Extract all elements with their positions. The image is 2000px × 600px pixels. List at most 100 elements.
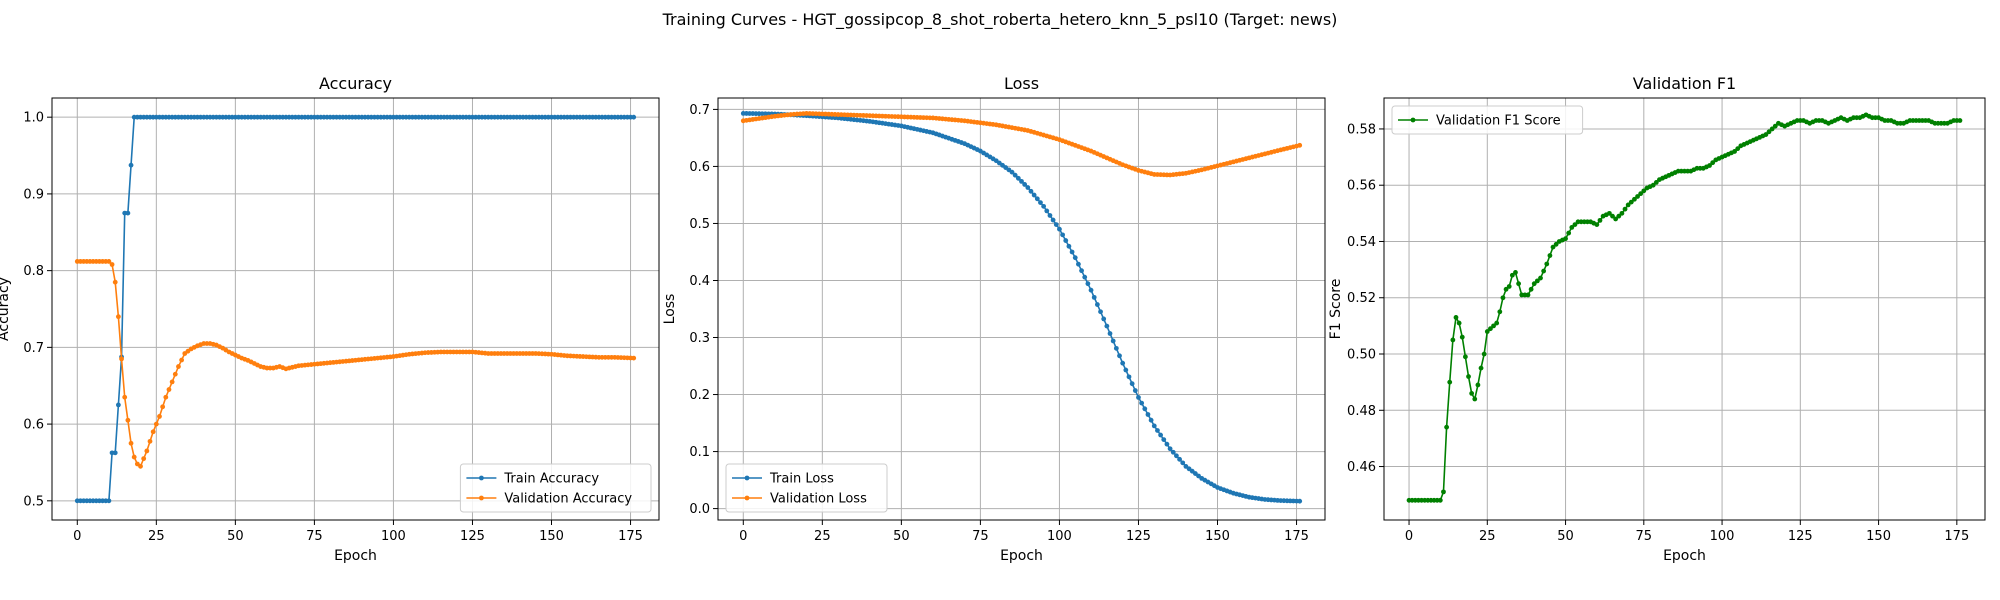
data-point — [1497, 309, 1503, 315]
data-point — [1126, 374, 1132, 380]
data-point — [153, 421, 159, 427]
data-point — [1057, 226, 1062, 232]
x-tick-label: 25 — [148, 529, 165, 544]
data-point — [1028, 188, 1034, 194]
y-tick-label: 0.54 — [1347, 235, 1376, 250]
x-tick-label: 50 — [1557, 529, 1574, 544]
data-point — [1088, 287, 1094, 293]
data-point — [176, 364, 181, 369]
data-point — [1732, 149, 1737, 154]
y-tick-label: 0.8 — [23, 264, 44, 279]
y-tick-label: 1.0 — [23, 111, 44, 126]
data-point — [1050, 217, 1056, 223]
legend-box — [725, 463, 888, 513]
x-tick-label: 150 — [1205, 529, 1230, 544]
y-tick-label: 0.9 — [23, 187, 44, 202]
y-tick-label: 0.0 — [689, 502, 710, 517]
data-point — [1019, 178, 1024, 184]
y-tick-label: 0.46 — [1347, 460, 1376, 475]
legend-label-train-accuracy: Train Accuracy — [503, 472, 599, 487]
data-point — [1735, 146, 1741, 152]
data-point — [1164, 441, 1170, 447]
y-tick-label: 0.7 — [23, 341, 44, 356]
data-point — [1957, 118, 1963, 123]
data-point — [1500, 295, 1506, 301]
x-axis-label: Epoch — [1663, 548, 1706, 564]
data-point — [1484, 329, 1490, 334]
data-point — [122, 394, 128, 400]
figure-title: Training Curves - HGT_gossipcop_8_shot_r… — [662, 10, 1338, 30]
x-tick-label: 50 — [227, 529, 244, 544]
data-point — [1012, 172, 1018, 178]
x-tick-label: 75 — [1636, 529, 1653, 544]
legend-label-train-loss: Train Loss — [769, 472, 834, 487]
data-point — [128, 162, 134, 168]
data-point — [1481, 351, 1487, 357]
data-point — [1472, 396, 1478, 402]
legend-box — [1391, 105, 1584, 135]
data-point — [1044, 208, 1050, 214]
data-point — [1129, 381, 1135, 387]
data-point — [1635, 194, 1640, 199]
data-point — [1610, 213, 1615, 219]
data-point — [138, 463, 143, 469]
data-point — [1148, 417, 1154, 423]
y-tick-label: 0.56 — [1347, 179, 1376, 194]
data-point — [166, 387, 172, 392]
data-point — [1710, 160, 1716, 166]
data-point — [1101, 316, 1107, 322]
data-point — [1132, 388, 1138, 393]
data-point — [144, 448, 150, 454]
data-point — [1506, 284, 1512, 289]
data-point — [1538, 275, 1543, 281]
data-point — [1047, 213, 1053, 218]
data-point — [1437, 497, 1443, 503]
y-tick-label: 0.50 — [1347, 348, 1376, 363]
data-point — [1053, 222, 1059, 228]
data-point — [1441, 489, 1446, 495]
accuracy-panel: 0 25 50 75 100 125 150 175 0.5 0.6 0.7 0.8 0.9 1.0 Acc… — [0, 74, 660, 564]
data-point — [112, 450, 118, 456]
x-tick-label: 125 — [1788, 529, 1813, 544]
data-point — [1525, 292, 1531, 298]
data-point — [169, 379, 175, 385]
series-line-train-loss — [743, 112, 1300, 502]
data-point — [1491, 323, 1496, 329]
data-point — [1594, 222, 1600, 228]
data-point — [1569, 225, 1575, 230]
data-point — [160, 404, 166, 410]
data-point — [1447, 379, 1453, 385]
x-tick-label: 100 — [1047, 529, 1072, 544]
data-point — [1110, 338, 1116, 344]
data-point — [112, 279, 118, 285]
x-tick-label: 100 — [1710, 529, 1735, 544]
data-point — [1174, 453, 1179, 459]
data-point — [1531, 281, 1537, 287]
data-point — [1297, 498, 1303, 504]
data-point — [1094, 302, 1100, 307]
plot-frame — [51, 97, 660, 521]
x-tick-label: 0 — [739, 529, 747, 544]
data-point — [125, 417, 131, 423]
x-tick-label: 100 — [381, 529, 406, 544]
legend-marker — [744, 495, 750, 501]
data-point — [115, 314, 121, 320]
x-tick-label: 150 — [539, 529, 564, 544]
data-point — [1616, 213, 1622, 219]
data-point — [631, 355, 637, 361]
data-point — [1456, 320, 1462, 326]
y-tick-label: 0.1 — [689, 445, 710, 460]
data-point — [1763, 132, 1769, 137]
legend-label-validation-loss: Validation Loss — [770, 492, 867, 507]
data-point — [1541, 268, 1547, 274]
data-point — [1772, 123, 1778, 129]
x-axis-label: Epoch — [1000, 548, 1043, 564]
data-point — [1466, 374, 1471, 379]
data-point — [1509, 272, 1515, 278]
x-tick-label: 125 — [1126, 529, 1151, 544]
data-point — [1606, 210, 1612, 216]
data-point — [1628, 199, 1634, 205]
data-point — [1622, 206, 1628, 212]
data-point — [1641, 188, 1647, 194]
x-tick-label: 125 — [460, 529, 485, 544]
